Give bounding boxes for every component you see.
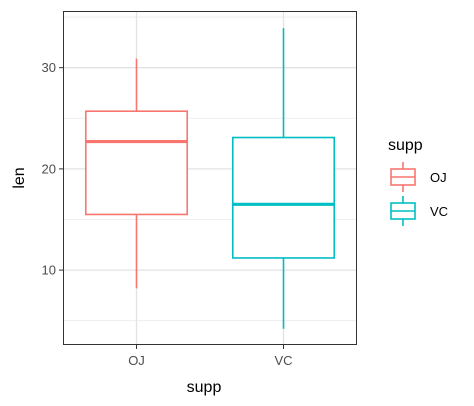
legend-label: OJ bbox=[430, 170, 447, 185]
box-body bbox=[231, 136, 336, 259]
y-axis: 10 20 30 bbox=[42, 60, 63, 278]
box-oj bbox=[84, 58, 189, 289]
legend-label: VC bbox=[430, 204, 448, 219]
legend-item-oj: OJ bbox=[390, 162, 447, 192]
box-series bbox=[84, 28, 336, 329]
legend-title: supp bbox=[388, 137, 423, 154]
panel-border bbox=[63, 11, 357, 345]
x-tick-label: VC bbox=[274, 353, 292, 368]
y-axis-title: len bbox=[11, 167, 28, 188]
y-tick-label: 20 bbox=[42, 161, 56, 176]
y-tick-label: 10 bbox=[42, 263, 56, 278]
x-axis-title: supp bbox=[187, 379, 222, 396]
x-tick-label: OJ bbox=[128, 353, 145, 368]
box-body bbox=[84, 110, 189, 216]
x-axis: OJ VC bbox=[128, 345, 293, 368]
legend-item-vc: VC bbox=[390, 196, 448, 226]
box-vc bbox=[231, 28, 336, 329]
legend: supp OJ VC bbox=[388, 137, 448, 226]
y-tick-label: 30 bbox=[42, 60, 56, 75]
